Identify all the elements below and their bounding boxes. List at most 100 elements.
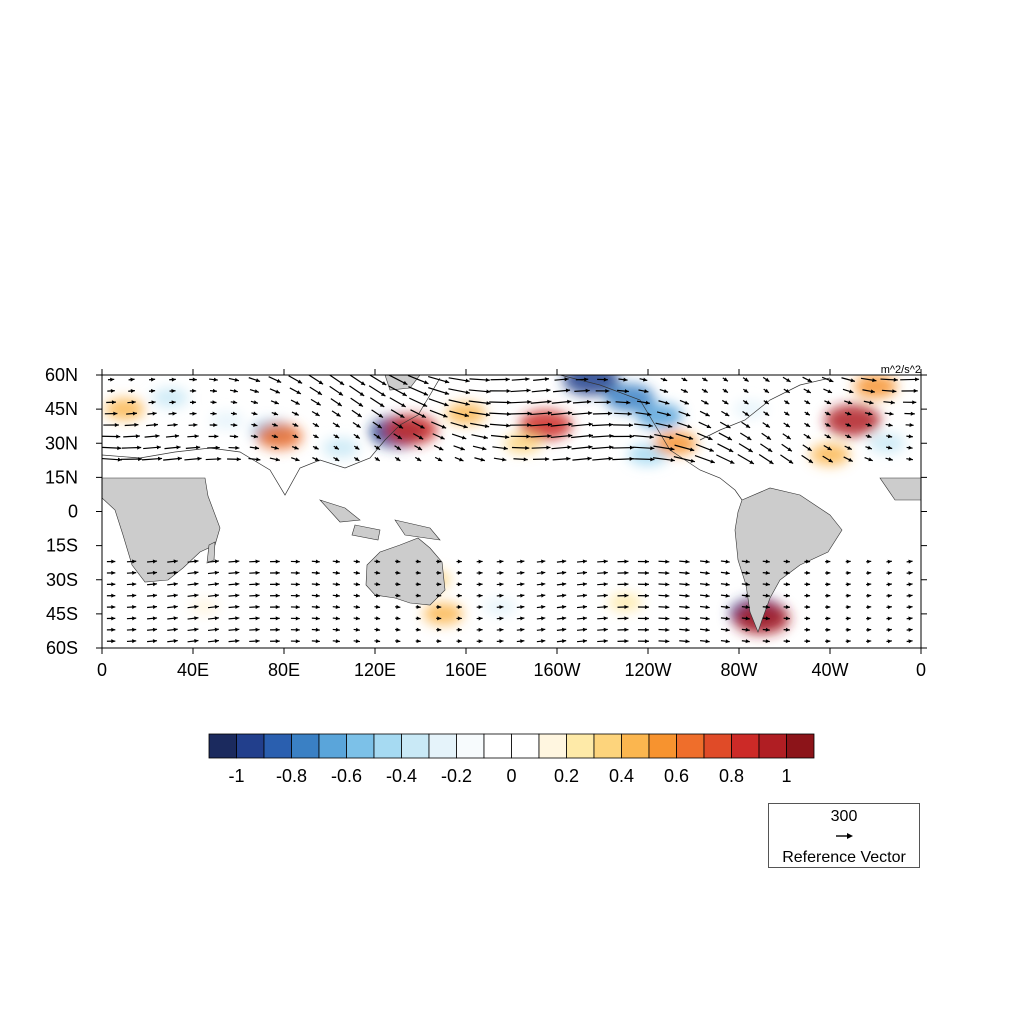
wind-vector-arrow (572, 456, 592, 461)
wind-vector-arrow (374, 559, 381, 564)
colorbar-label: 1 (781, 766, 791, 786)
wind-vector-arrow (490, 377, 510, 382)
wind-vector-arrow (516, 605, 525, 610)
wind-vector-arrow (556, 593, 567, 598)
wind-vector-arrow (536, 627, 546, 632)
wind-vector-arrow (782, 433, 792, 440)
wind-vector-arrow (513, 457, 528, 462)
wind-vector-arrow (123, 434, 140, 439)
wind-vector-arrow (415, 582, 421, 587)
lon-tick-label: 80W (720, 660, 757, 680)
lat-tick-label: 45N (45, 399, 78, 419)
wind-vector-arrow (762, 376, 770, 383)
colorbar-swatch (566, 733, 595, 759)
wind-vector-arrow (146, 422, 159, 427)
wind-vector-arrow (511, 377, 530, 382)
wind-vector-arrow (658, 639, 670, 644)
wind-vector-arrow (741, 421, 751, 429)
wind-vector-arrow (207, 604, 220, 609)
wind-vector-arrow (804, 605, 811, 610)
wind-vector-arrow (126, 616, 137, 621)
wind-vector-arrow (207, 570, 220, 575)
wind-vector-arrow (249, 593, 260, 598)
wind-vector-arrow (496, 593, 504, 598)
colorbar-swatch (648, 733, 677, 759)
wind-vector-arrow (611, 445, 634, 450)
wind-vector-arrow (167, 604, 178, 609)
wind-vector-arrow (490, 434, 510, 439)
colorbar-swatch (236, 733, 265, 759)
wind-vector-arrow (516, 570, 525, 575)
wind-vector-arrow (188, 423, 198, 428)
wind-vector-arrow (783, 582, 790, 587)
wind-vector-arrow (783, 639, 790, 644)
wind-vector-arrow (210, 400, 217, 405)
wind-vector-arrow (229, 434, 239, 439)
colorbar-swatch (456, 733, 485, 759)
wind-vector-arrow (210, 411, 217, 416)
wind-vector-arrow (595, 388, 610, 393)
wind-vector-arrow (842, 388, 854, 394)
wind-vector-arrow (351, 409, 363, 418)
wind-vector-arrow (845, 571, 851, 576)
wind-vector-arrow (516, 627, 525, 632)
wind-vector-arrow (436, 627, 442, 632)
wind-vector-arrow (288, 375, 303, 384)
wind-vector-arrow (639, 377, 648, 382)
wind-vector-arrow (658, 616, 670, 621)
wind-vector-arrow (496, 570, 504, 575)
wind-vector-arrow (615, 400, 631, 405)
wind-vector-arrow (428, 376, 450, 384)
wind-vector-arrow (496, 627, 504, 632)
wind-vector-arrow (556, 627, 567, 632)
wind-vector-arrow (395, 627, 401, 632)
wind-vector-arrow (881, 389, 897, 394)
wind-vector-arrow (536, 582, 546, 587)
wind-vector-arrow (311, 627, 320, 632)
wind-vector-arrow (679, 399, 690, 405)
colorbar-swatch (593, 733, 622, 759)
wind-vector-arrow (617, 605, 629, 610)
wind-vector-arrow (374, 570, 381, 575)
anomaly-blob (256, 423, 303, 450)
wind-vector-arrow (147, 570, 158, 575)
colorbar-label: -0.2 (441, 766, 472, 786)
wind-vector-arrow (742, 377, 749, 382)
wind-vector-arrow (679, 582, 690, 587)
wind-vector-arrow (678, 410, 691, 417)
wind-vector-arrow (637, 582, 649, 587)
wind-vector-arrow (825, 570, 831, 575)
wind-vector-arrow (205, 456, 222, 461)
wind-vector-arrow (126, 593, 137, 598)
wind-vector-arrow (510, 388, 531, 393)
wind-vector-arrow (824, 400, 832, 405)
reference-vector-title: Reference Vector (782, 849, 906, 866)
wind-vector-arrow (679, 559, 690, 564)
wind-vector-arrow (720, 605, 730, 610)
wind-vector-arrow (653, 445, 675, 451)
wind-vector-arrow (415, 639, 421, 644)
wind-vector-arrow (866, 627, 872, 632)
wind-vector-arrow (843, 456, 854, 462)
wind-vector-arrow (353, 433, 361, 439)
wind-vector-arrow (886, 582, 892, 587)
lon-tick-label: 40W (811, 660, 848, 680)
wind-vector-arrow (290, 593, 300, 598)
wind-vector-arrow (163, 456, 182, 461)
wind-vector-arrow (762, 570, 770, 575)
wind-vector-arrow (392, 421, 404, 429)
wind-vector-arrow (248, 457, 261, 462)
wind-vector-arrow (332, 627, 340, 632)
wind-vector-arrow (720, 593, 730, 598)
axes: 0 40E 80E 120E 160E 160W 120W 80W 40W 0 60N 45N 30N 1… (45, 365, 927, 680)
wind-vector-arrow (148, 400, 156, 405)
lon-tick-label: 0 (916, 660, 926, 680)
wind-vector-arrow (249, 388, 260, 394)
wind-vector-arrow (554, 377, 569, 382)
wind-vector-arrow (395, 593, 401, 598)
wind-vector-arrow (804, 639, 811, 644)
wind-vector-arrow (885, 445, 893, 450)
wind-vector-arrow (550, 411, 573, 416)
wind-vector-arrow (311, 593, 320, 598)
wind-vector-arrow (510, 434, 531, 439)
